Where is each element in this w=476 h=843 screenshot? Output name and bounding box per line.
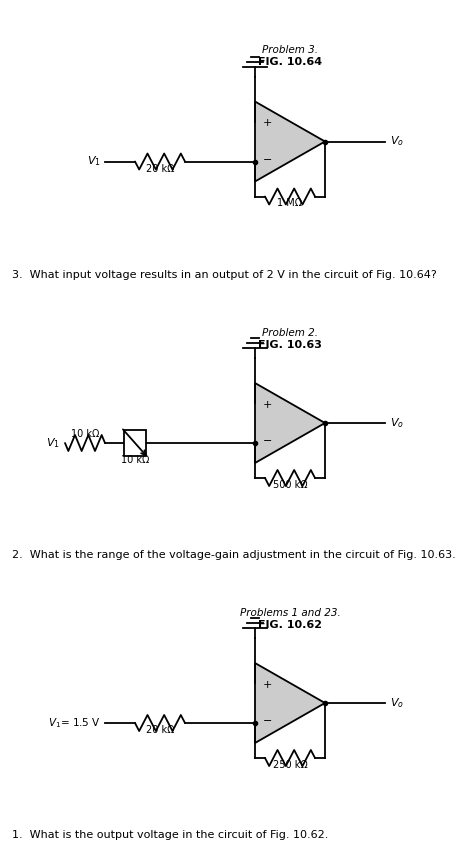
Polygon shape (255, 663, 324, 743)
Text: 1.  What is the output voltage in the circuit of Fig. 10.62.: 1. What is the output voltage in the cir… (12, 830, 327, 840)
Text: 10 kΩ: 10 kΩ (70, 429, 99, 439)
Text: +: + (262, 119, 272, 128)
Text: Problem 3.: Problem 3. (261, 45, 317, 55)
Text: Problems 1 and 23.: Problems 1 and 23. (239, 608, 340, 618)
Text: $V_o$: $V_o$ (389, 416, 403, 430)
Text: 250 kΩ: 250 kΩ (272, 760, 307, 770)
Text: −: − (262, 716, 272, 726)
Text: 20 kΩ: 20 kΩ (146, 725, 174, 735)
Text: FIG. 10.62: FIG. 10.62 (258, 620, 321, 630)
Text: $V_1$: $V_1$ (46, 436, 60, 450)
Text: FIG. 10.64: FIG. 10.64 (258, 57, 321, 67)
Text: −: − (262, 436, 272, 446)
Text: 2.  What is the range of the voltage-gain adjustment in the circuit of Fig. 10.6: 2. What is the range of the voltage-gain… (12, 550, 455, 560)
Text: 500 kΩ: 500 kΩ (272, 480, 307, 490)
Text: +: + (262, 400, 272, 410)
Polygon shape (255, 383, 324, 463)
Text: 10 kΩ: 10 kΩ (120, 455, 149, 465)
Bar (124, 430, 146, 456)
Text: 3.  What input voltage results in an output of 2 V in the circuit of Fig. 10.64?: 3. What input voltage results in an outp… (12, 270, 436, 280)
Text: $V_1$= 1.5 V: $V_1$= 1.5 V (48, 716, 101, 730)
Text: $V_1$: $V_1$ (87, 154, 101, 169)
Text: $V_o$: $V_o$ (389, 135, 403, 148)
Text: Problem 2.: Problem 2. (261, 328, 317, 338)
Text: +: + (262, 680, 272, 690)
Text: −: − (262, 154, 272, 164)
Text: 20 kΩ: 20 kΩ (146, 164, 174, 174)
Text: $V_o$: $V_o$ (389, 696, 403, 710)
Text: FIG. 10.63: FIG. 10.63 (258, 340, 321, 350)
Polygon shape (255, 101, 324, 181)
Text: 1 MΩ: 1 MΩ (277, 198, 302, 208)
